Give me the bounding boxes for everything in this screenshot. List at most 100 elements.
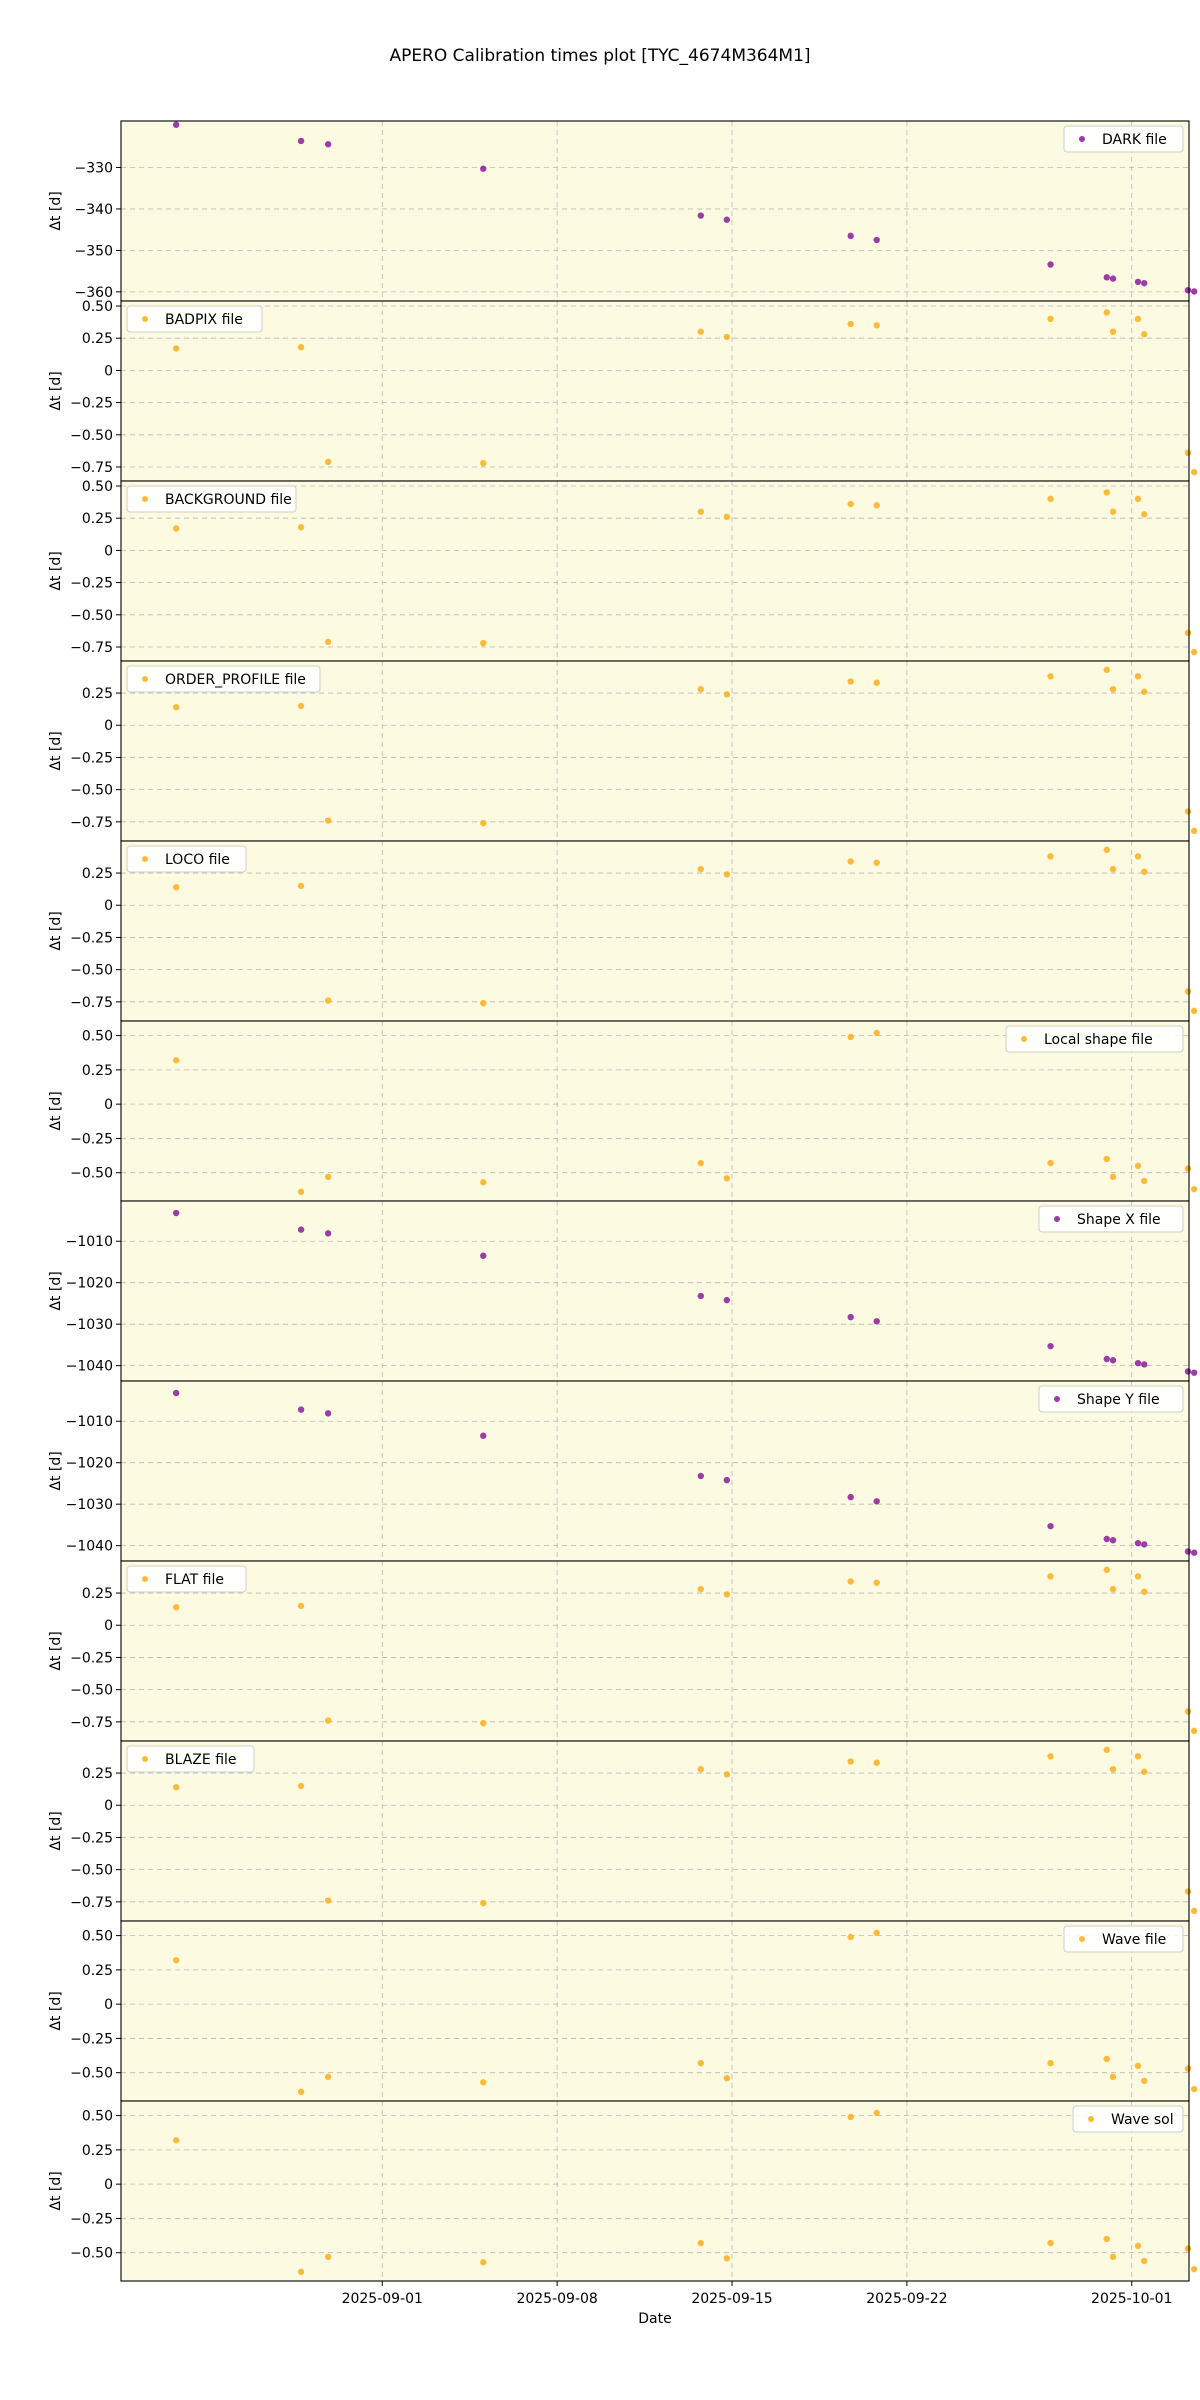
data-point bbox=[1047, 1522, 1054, 1530]
legend-box bbox=[126, 1565, 247, 1593]
y-tick-label: −0.50 bbox=[70, 963, 113, 979]
data-point bbox=[1103, 1566, 1110, 1574]
data-point bbox=[1134, 315, 1142, 323]
data-point bbox=[723, 1174, 731, 1182]
data-point bbox=[480, 1899, 487, 1907]
data-point bbox=[1141, 1541, 1148, 1548]
panel-background bbox=[121, 841, 1189, 1021]
data-point bbox=[172, 2137, 180, 2144]
y-tick-label: −1030 bbox=[66, 1497, 113, 1513]
x-tick-label: 2025-09-15 bbox=[691, 2291, 772, 2307]
y-tick-label: −0.50 bbox=[70, 608, 113, 624]
data-point bbox=[1191, 2085, 1198, 2093]
data-point bbox=[1047, 261, 1054, 268]
data-point bbox=[480, 1179, 487, 1186]
y-tick-label: −0.75 bbox=[70, 995, 113, 1011]
data-point bbox=[297, 524, 305, 531]
data-point bbox=[723, 513, 731, 521]
data-point bbox=[1103, 666, 1110, 674]
panel-background bbox=[121, 2101, 1189, 2281]
data-point bbox=[1141, 868, 1148, 875]
legend: Wave file bbox=[1063, 1925, 1184, 1953]
data-point bbox=[1141, 2257, 1148, 2265]
panel-order-profile-file: 0.25 0 −0.25 −0.50 −0.75 Δt [d] ORDER_PROFILE … bbox=[48, 660, 1198, 842]
data-point bbox=[1191, 1007, 1198, 1015]
data-point bbox=[1109, 685, 1117, 693]
data-point bbox=[1191, 288, 1198, 295]
data-point bbox=[1134, 1753, 1142, 1760]
data-point bbox=[1141, 1361, 1148, 1368]
data-point bbox=[697, 1765, 705, 1773]
data-point bbox=[1047, 1159, 1054, 1167]
legend-box bbox=[1038, 1385, 1184, 1413]
data-point bbox=[847, 1758, 854, 1765]
y-tick-label: 0.50 bbox=[82, 1929, 113, 1945]
data-point bbox=[1184, 1368, 1192, 1375]
data-point bbox=[723, 871, 731, 878]
data-point bbox=[723, 1771, 731, 1778]
data-point bbox=[297, 1782, 305, 1790]
data-point bbox=[1134, 2062, 1142, 2070]
data-point bbox=[873, 1029, 880, 1037]
data-point bbox=[873, 236, 880, 244]
data-point bbox=[1103, 2055, 1110, 2063]
data-point bbox=[873, 2109, 880, 2117]
y-tick-label: −1030 bbox=[66, 1317, 113, 1333]
data-point bbox=[847, 1493, 854, 1501]
panel-background bbox=[121, 121, 1189, 301]
y-tick-label: −0.75 bbox=[70, 1895, 113, 1911]
panel-background bbox=[121, 301, 1189, 481]
legend-marker bbox=[142, 1756, 148, 1762]
y-tick-label: 0.50 bbox=[82, 1029, 113, 1045]
data-point bbox=[697, 508, 705, 515]
y-axis-label: Δt [d] bbox=[48, 1991, 64, 2030]
data-point bbox=[1134, 1359, 1142, 1367]
data-point bbox=[1134, 2242, 1142, 2250]
data-point bbox=[172, 884, 180, 891]
y-tick-label: 0.25 bbox=[82, 331, 113, 347]
data-point bbox=[1047, 2239, 1054, 2247]
data-point bbox=[324, 1173, 332, 1181]
panel-background bbox=[121, 481, 1189, 661]
y-tick-label: −1040 bbox=[66, 1359, 113, 1375]
data-point bbox=[1103, 489, 1110, 496]
data-point bbox=[697, 328, 705, 335]
y-tick-label: −0.25 bbox=[70, 396, 113, 412]
data-point bbox=[873, 1498, 880, 1505]
data-point bbox=[172, 1389, 180, 1397]
data-point bbox=[873, 1318, 880, 1325]
legend: Shape X file bbox=[1038, 1205, 1184, 1233]
data-point bbox=[480, 819, 487, 827]
x-tick-label: 2025-09-01 bbox=[342, 2291, 423, 2307]
legend-label: BLAZE file bbox=[165, 1752, 237, 1768]
y-tick-label: 0 bbox=[104, 718, 113, 734]
y-axis-label: Δt [d] bbox=[48, 191, 64, 230]
legend-label: LOCO file bbox=[165, 852, 230, 868]
panel-background bbox=[121, 1201, 1189, 1381]
data-point bbox=[697, 1159, 705, 1167]
data-point bbox=[1109, 328, 1117, 335]
data-point bbox=[847, 678, 854, 685]
data-point bbox=[1184, 1708, 1192, 1715]
chart-title: APERO Calibration times plot [TYC_4674M3… bbox=[389, 46, 810, 66]
data-point bbox=[847, 2113, 854, 2121]
data-point bbox=[1047, 315, 1054, 323]
data-point bbox=[723, 1591, 731, 1598]
y-axis-label: Δt [d] bbox=[48, 1091, 64, 1130]
data-point bbox=[1184, 988, 1192, 995]
panel-shape-x-file: −1010 −1020 −1030 −1040 Δt [d] Shape X file bbox=[48, 1200, 1198, 1382]
data-point bbox=[1109, 508, 1117, 515]
y-tick-label: −0.25 bbox=[70, 930, 113, 946]
data-point bbox=[723, 2254, 731, 2262]
data-point bbox=[1103, 1535, 1110, 1543]
data-point bbox=[324, 2253, 332, 2261]
data-point bbox=[697, 1585, 705, 1593]
y-tick-label: 0.25 bbox=[82, 1586, 113, 1602]
y-axis-label: Δt [d] bbox=[48, 2171, 64, 2210]
legend-marker bbox=[1088, 2116, 1094, 2122]
data-point bbox=[1184, 629, 1192, 637]
data-point bbox=[297, 702, 305, 710]
data-point bbox=[297, 1188, 305, 1196]
data-point bbox=[1047, 1753, 1054, 1760]
legend-marker bbox=[1079, 1936, 1085, 1942]
